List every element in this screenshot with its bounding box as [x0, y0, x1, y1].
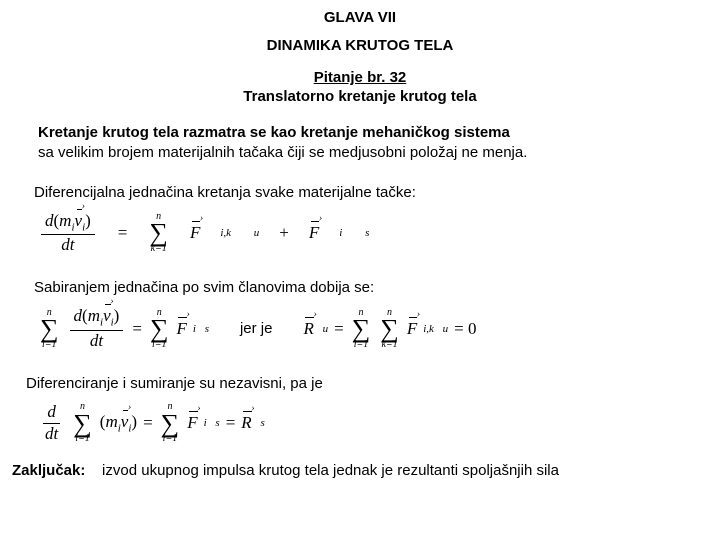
chapter-line-2: DINAMIKA KRUTOG TELA	[0, 36, 720, 56]
equation-2: n∑i=1 d(mivi) dt = n∑i=1 Fi s jer je R u…	[38, 306, 720, 351]
question-number: Pitanje br. 32	[0, 69, 720, 86]
jer-je-text: jer je	[240, 320, 273, 337]
conclusion: Zaključak: izvod ukupnog impulsa krutog …	[12, 462, 720, 479]
paragraph-1-rest: sa velikim brojem materijalnih tačaka či…	[38, 144, 527, 161]
question-title: Translatorno kretanje krutog tela	[0, 88, 720, 105]
equation-1: d(mivi) dt = n∑k=1 Fi,k u + Fi s	[38, 211, 720, 256]
conclusion-label: Zaključak:	[12, 462, 85, 479]
paragraph-2: Diferencijalna jednačina kretanja svake …	[34, 184, 720, 201]
equation-3: d dt n∑i=1 (mivi) = n∑i=1 Fi s = R s	[38, 402, 720, 444]
chapter-line-1: GLAVA VII	[0, 8, 720, 28]
paragraph-1-bold: Kretanje krutog tela razmatra se kao kre…	[38, 124, 510, 141]
paragraph-3: Sabiranjem jednačina po svim članovima d…	[34, 279, 720, 296]
conclusion-text: izvod ukupnog impulsa krutog tela jednak…	[102, 462, 559, 479]
paragraph-1: Kretanje krutog tela razmatra se kao kre…	[38, 123, 700, 164]
paragraph-4: Diferenciranje i sumiranje su nezavisni,…	[26, 375, 720, 392]
